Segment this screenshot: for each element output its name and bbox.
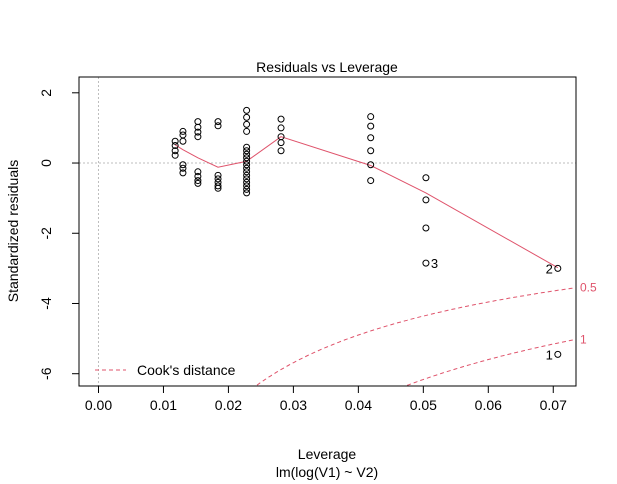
x-tick-label: 0.01	[150, 397, 177, 413]
residual-point	[243, 161, 251, 169]
residual-point	[243, 127, 251, 135]
y-tick-label: -6	[38, 367, 54, 380]
residual-point	[277, 115, 285, 123]
residual-point	[243, 157, 251, 165]
residual-point	[277, 139, 285, 147]
x-tick-label: 0.05	[410, 397, 437, 413]
residual-point	[194, 172, 202, 180]
x-tick-label: 0.06	[475, 397, 502, 413]
residual-point	[422, 196, 430, 204]
residual-point	[367, 161, 375, 169]
residual-point	[194, 123, 202, 131]
residual-point	[243, 164, 251, 172]
residual-point	[367, 122, 375, 130]
residual-point	[214, 118, 222, 126]
residual-point	[214, 171, 222, 179]
residual-point	[179, 131, 187, 139]
x-tick-label: 0.02	[215, 397, 242, 413]
smoothed-trend-line	[174, 136, 559, 269]
residual-point	[243, 143, 251, 151]
residual-point	[243, 189, 251, 197]
y-tick-label: -2	[38, 227, 54, 240]
legend-label: Cook's distance	[137, 362, 236, 378]
residual-point	[179, 137, 187, 145]
residual-point	[243, 150, 251, 158]
point-label: 3	[431, 256, 438, 271]
residual-point	[171, 137, 179, 145]
residual-point	[422, 174, 430, 182]
cooks-distance-curve	[256, 287, 575, 386]
cooks-level-label: 0.5	[580, 281, 597, 295]
residual-point	[214, 182, 222, 190]
residual-point	[214, 175, 222, 183]
residual-point	[243, 106, 251, 114]
x-axis: 0.00 0.01 0.02 0.03 0.04 0.05 0.06 0.07	[85, 385, 567, 413]
residual-point	[179, 127, 187, 135]
residual-point	[243, 171, 251, 179]
point-label: 1	[546, 347, 553, 362]
residual-point	[367, 134, 375, 142]
residual-point	[243, 182, 251, 190]
residual-point	[179, 164, 187, 172]
residual-point	[554, 264, 562, 272]
residual-point	[194, 128, 202, 136]
x-tick-label: 0.00	[85, 397, 112, 413]
residual-point	[194, 177, 202, 185]
residual-point	[171, 151, 179, 159]
residual-point	[277, 147, 285, 155]
residual-point	[367, 177, 375, 185]
y-axis: 2 0 -2 -4 -6	[38, 89, 80, 380]
residual-point	[367, 113, 375, 121]
residual-point	[243, 175, 251, 183]
legend: Cook's distance	[95, 362, 236, 378]
residual-point	[243, 147, 251, 155]
cooks-level-label: 1	[580, 332, 587, 346]
x-tick-label: 0.04	[345, 397, 372, 413]
residual-point	[243, 178, 251, 186]
residual-point	[179, 169, 187, 177]
residual-point	[194, 168, 202, 176]
residual-point	[422, 224, 430, 232]
residual-point	[214, 184, 222, 192]
residual-point	[277, 124, 285, 132]
residual-point	[243, 154, 251, 162]
residual-point	[194, 133, 202, 141]
residual-point	[243, 113, 251, 121]
cooks-distance-curve	[406, 339, 575, 386]
residual-point	[554, 350, 562, 358]
residual-point	[243, 168, 251, 176]
residual-point	[171, 147, 179, 155]
residual-point	[367, 147, 375, 155]
residual-point	[243, 185, 251, 193]
chart-title: Residuals vs Leverage	[256, 59, 398, 75]
x-axis-label: Leverage	[298, 446, 357, 462]
residual-point	[179, 161, 187, 169]
y-tick-label: -4	[38, 297, 54, 310]
residual-point	[214, 122, 222, 130]
residual-point	[194, 179, 202, 187]
y-axis-label: Standardized residuals	[5, 160, 21, 302]
y-tick-label: 2	[38, 89, 54, 97]
residual-point	[194, 118, 202, 126]
point-label: 2	[546, 261, 553, 276]
plot-frame	[78, 76, 577, 387]
chart-subtitle: lm(log(V1) ~ V2)	[276, 464, 378, 480]
plot-area: 0.5 1 3 2 1	[78, 76, 597, 387]
x-tick-label: 0.07	[540, 397, 567, 413]
residual-point	[171, 141, 179, 149]
residual-point	[243, 120, 251, 128]
y-tick-label: 0	[38, 159, 54, 167]
residual-point	[422, 259, 430, 267]
x-tick-label: 0.03	[280, 397, 307, 413]
